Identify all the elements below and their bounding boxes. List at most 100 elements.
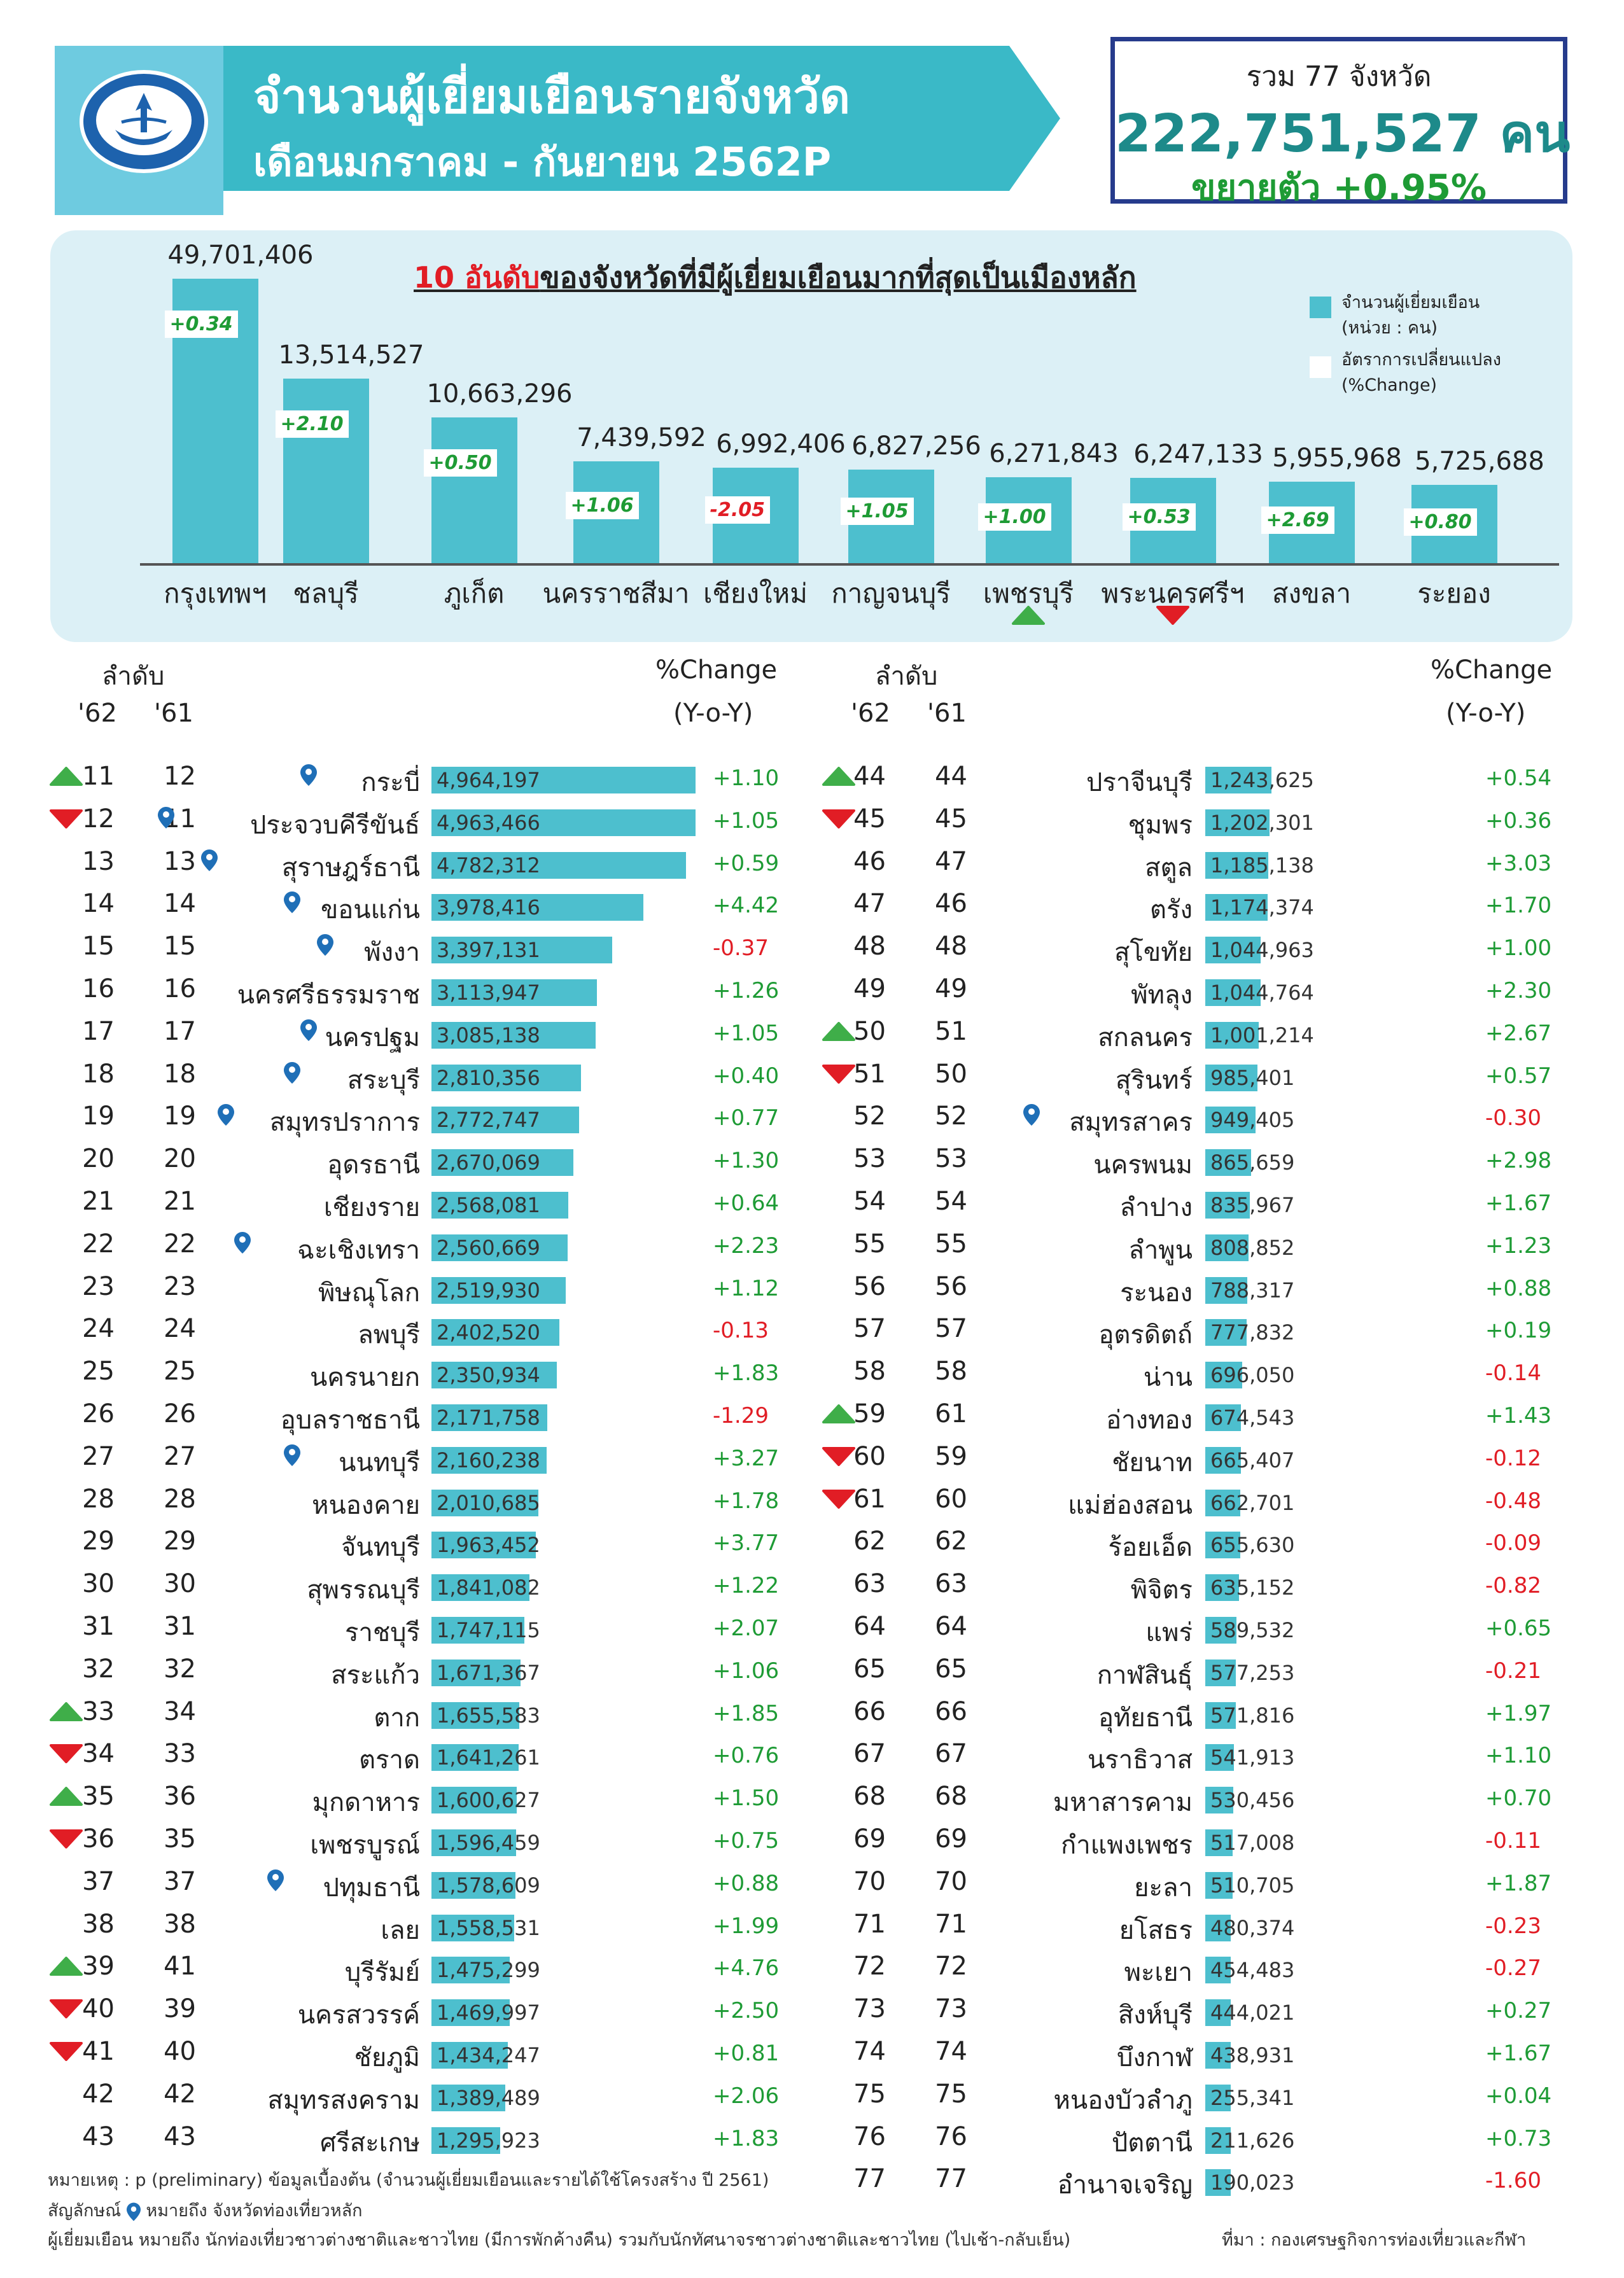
visitor-bar [431,1829,517,1856]
visitor-value: 777,832 [1210,1320,1295,1345]
visitor-value: 2,568,081 [437,1193,540,1217]
right-header-62: '62 [851,699,890,728]
rank-2562: 12 [82,804,115,834]
rank-2561: 58 [935,1357,967,1387]
rank-2561: 67 [935,1739,967,1769]
top10-bar [283,379,369,563]
province-name: กาฬสินธุ์ [1096,1660,1193,1690]
visitor-value: 1,963,452 [437,1533,540,1558]
rank-down-icon [822,1489,855,1509]
table-row: 37 37 ปทุมธานี 1,578,609 +0.88 [0,1866,1624,1908]
province-name: ประจวบคีรีขันธ์ [250,810,420,840]
table-row: 67 67 นราธิวาส 541,913 +1.10 [0,1738,1624,1780]
footnote-symbol-prefix: สัญลักษณ์ [48,2201,122,2221]
visitor-bar [431,1276,566,1304]
visitor-value: 662,701 [1210,1490,1295,1515]
percent-change: -0.12 [1485,1445,1541,1471]
visitor-bar [431,1999,510,2027]
top10-change-label: +0.34 [164,311,238,338]
percent-change: -0.82 [1485,1573,1541,1599]
rank-2562: 52 [853,1101,886,1131]
map-pin-icon [234,1231,251,1254]
visitor-value: 1,578,609 [437,1873,540,1897]
rank-2562: 38 [82,1909,115,1939]
visitor-value: 4,782,312 [437,853,540,877]
table-row: 68 68 มหาสารคาม 530,456 +0.70 [0,1780,1624,1822]
map-pin-icon [317,934,333,956]
top10-category-label: พระนครศรีฯ [1101,578,1245,609]
legend-change-line1: อัตราการเปลี่ยนแปลง [1341,350,1501,370]
percent-change: +0.57 [1485,1063,1552,1089]
rank-2561: 51 [935,1016,967,1046]
table-row: 76 76 ปัตตานี 211,626 +0.73 [0,2121,1624,2163]
table-row: 31 31 ราชบุรี 1,747,115 +2.07 [0,1611,1624,1653]
rank-2562: 53 [853,1144,886,1174]
visitor-value: 541,913 [1210,1745,1295,1770]
rank-up-icon [50,767,83,786]
province-name: สมุทรสาคร [1069,1108,1193,1138]
table-row: 16 16 นครศรีธรรมราช 3,113,947 +1.26 [0,973,1624,1015]
visitor-value: 2,519,930 [437,1278,540,1303]
table-row: 51 50 สุรินทร์ 985,401 +0.57 [0,1058,1624,1100]
rank-2562: 66 [853,1696,886,1726]
visitor-bar [1205,1489,1241,1516]
table-row: 55 55 ลำพูน 808,852 +1.23 [0,1228,1624,1270]
rank-2561: 70 [935,1866,967,1896]
table-row: 50 51 สกลนคร 1,001,214 +2.67 [0,1016,1624,1058]
percent-change: +1.83 [713,1360,780,1387]
visitor-bar [1205,1871,1233,1899]
legend-change-line2: (%Change) [1341,375,1438,395]
percent-change: +1.06 [713,1658,780,1684]
rank-2562: 11 [82,762,115,791]
rank-2562: 68 [853,1782,886,1812]
percent-change: +3.77 [713,1530,780,1556]
province-name: จันทบุรี [340,1533,420,1563]
percent-change: +3.03 [1485,850,1552,876]
visitor-value: 444,021 [1210,2001,1295,2025]
visitor-bar [431,1404,547,1431]
rank-2561: 56 [935,1271,967,1301]
visitor-value: 1,044,764 [1210,981,1314,1005]
visitor-bar [1205,1021,1259,1049]
footnote-symbol-suffix: หมายถึง จังหวัดท่องเที่ยวหลัก [146,2201,363,2221]
visitor-bar [431,1319,559,1346]
province-name: ขอนแก่น [320,895,420,925]
percent-change: -0.37 [713,935,769,961]
visitor-value: 2,160,238 [437,1448,540,1472]
percent-change: +2.67 [1485,1020,1552,1046]
top10-value-label: 6,992,406 [716,429,846,459]
table-row: 48 48 สุโขทัย 1,044,963 +1.00 [0,930,1624,972]
rank-2562: 58 [853,1357,886,1387]
percent-change: +1.67 [1485,2041,1552,2066]
rank-2561: 48 [935,932,967,961]
map-pin-icon [284,1061,300,1084]
rank-2562: 26 [82,1399,115,1429]
rank-2561: 64 [935,1612,967,1641]
province-name: พะเยา [1124,1958,1193,1988]
rank-2561: 49 [935,974,967,1003]
table-row: 40 39 นครสวรรค์ 1,469,997 +2.50 [0,1993,1624,2035]
rank-2561: 13 [164,846,196,876]
rank-2562: 40 [82,1994,115,2024]
map-pin-icon [201,849,218,871]
province-name: ตรัง [1150,895,1193,925]
rank-2562: 67 [853,1739,886,1769]
table-row: 22 22 ฉะเชิงเทรา 2,560,669 +2.23 [0,1228,1624,1270]
rank-2561: 77 [935,2164,967,2194]
province-name: อ่างทอง [1106,1406,1193,1435]
top10-value-label: 5,955,968 [1272,444,1402,473]
rank-2561: 47 [935,846,967,876]
visitor-value: 1,469,997 [437,2001,540,2025]
percent-change: +0.70 [1485,1785,1552,1812]
rank-2561: 68 [935,1782,967,1812]
rank-2561: 27 [164,1441,196,1471]
rank-2562: 23 [82,1271,115,1301]
province-name: แพร่ [1145,1618,1193,1647]
rank-2562: 61 [853,1484,886,1514]
table-row: 20 20 อุดรธานี 2,670,069 +1.30 [0,1143,1624,1185]
top10-change-label: +1.05 [840,498,914,526]
visitor-value: 589,532 [1210,1618,1295,1642]
visitor-bar [431,1021,596,1049]
province-name: ลำปาง [1119,1193,1193,1222]
visitor-value: 4,963,466 [437,810,540,835]
